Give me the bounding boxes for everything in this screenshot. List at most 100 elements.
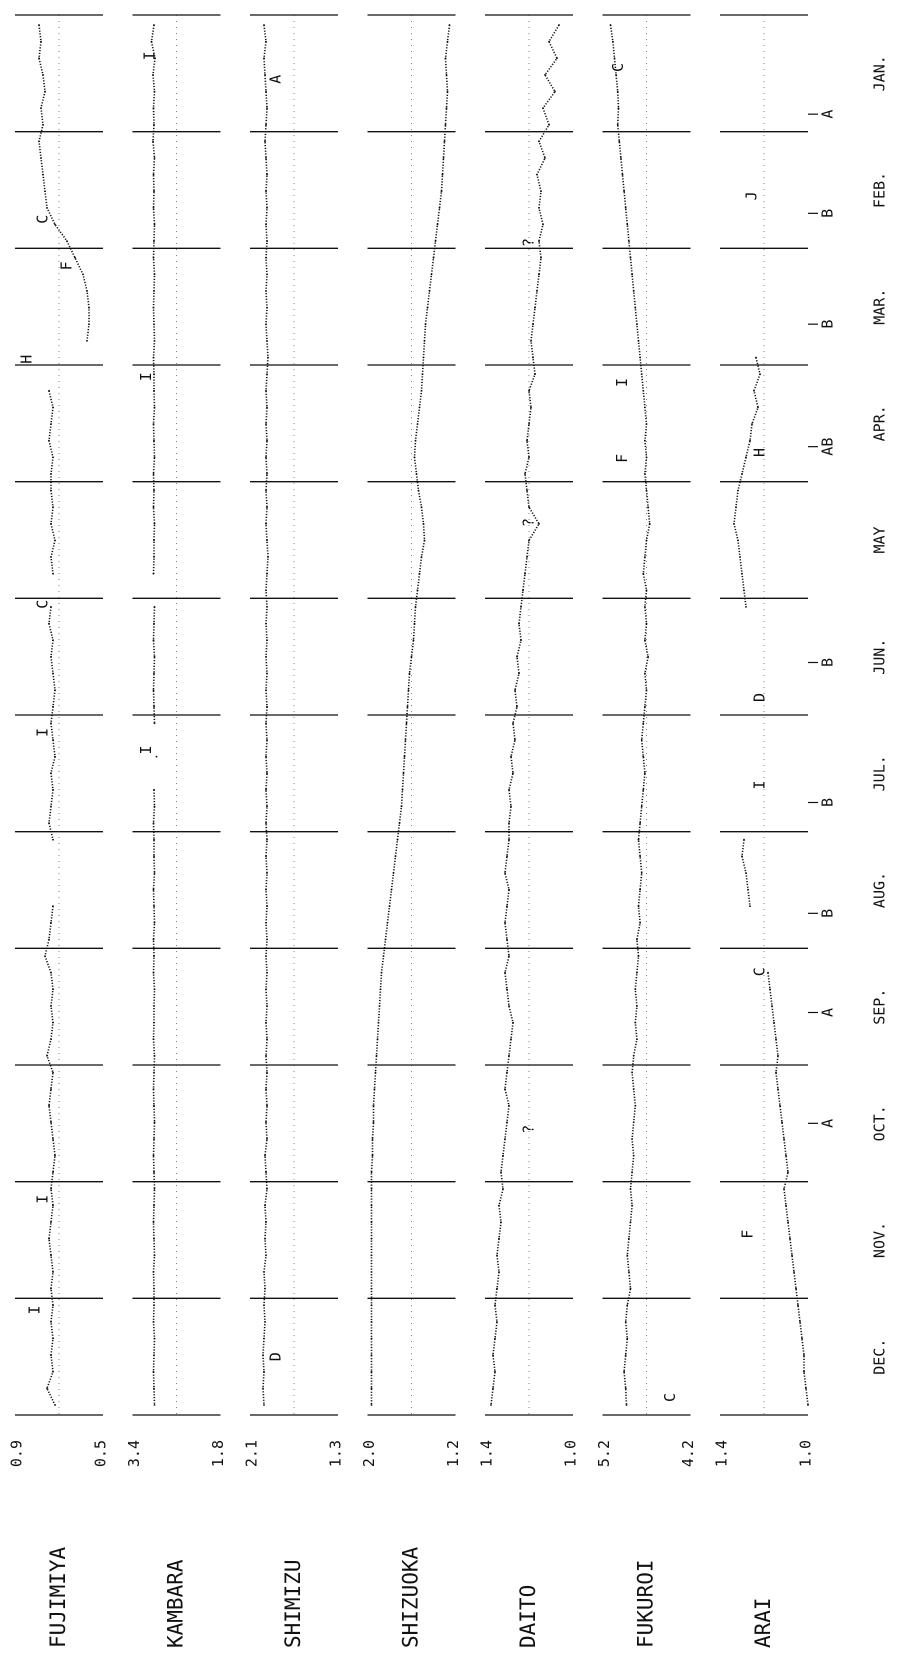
annotation-label: C [661, 1393, 679, 1402]
data-point [508, 838, 510, 841]
station-name-shimizu: SHIMIZU [281, 1559, 305, 1648]
data-point [155, 755, 158, 758]
data-point [528, 456, 530, 459]
data-point [265, 456, 267, 459]
data-point [445, 107, 448, 109]
data-point [528, 389, 530, 392]
month-label: AUG. [871, 872, 889, 908]
month-label: SEP. [870, 989, 888, 1025]
data-point [624, 1387, 627, 1390]
series-trace-fujimiya [38, 24, 90, 341]
data-point [372, 1121, 375, 1124]
data-point [442, 157, 445, 159]
data-point [640, 739, 643, 741]
annotation-label: D [267, 1352, 285, 1361]
annotation-label: C [34, 215, 52, 224]
data-point [74, 256, 76, 259]
data-point [48, 1104, 50, 1107]
annotation-label: J [743, 191, 761, 200]
data-point [801, 1337, 803, 1340]
data-point [371, 1138, 374, 1140]
annotation-label: I [137, 745, 155, 754]
data-point [644, 772, 646, 775]
data-point [152, 1154, 155, 1157]
data-point [263, 1404, 265, 1406]
scale-high-label: 3.4 [125, 1440, 143, 1467]
data-point [791, 1254, 793, 1257]
data-point [50, 1121, 52, 1124]
data-point [620, 157, 622, 159]
month-label: NOV. [871, 1222, 889, 1258]
scale-high-label: 0.9 [8, 1440, 26, 1467]
data-point [265, 489, 267, 492]
annotation-label: H [751, 448, 769, 457]
data-point [265, 788, 267, 791]
data-point [642, 788, 645, 791]
series-trace-kambara [152, 606, 156, 724]
data-point [618, 140, 621, 143]
data-point [781, 1121, 783, 1124]
data-point [153, 722, 156, 725]
annotation-label: I [141, 51, 159, 60]
data-point [797, 1304, 799, 1307]
month-label: MAY [871, 526, 889, 553]
data-point [444, 123, 447, 126]
annotation-label: I [34, 1195, 52, 1204]
data-point [153, 1188, 156, 1190]
scale-low-label: 1.0 [797, 1440, 815, 1467]
station-name-kambara: KAMBARA [164, 1559, 188, 1648]
data-point [624, 1354, 627, 1356]
data-point [516, 705, 518, 708]
station-panel-daito: ??? [485, 14, 573, 1416]
annotation-label: C [751, 967, 769, 976]
data-point [153, 456, 156, 459]
annotation-label: C [609, 63, 627, 72]
data-point [153, 905, 155, 908]
data-point [153, 705, 155, 708]
station-panel-fujimiya: C F H C I I I [15, 14, 103, 1416]
data-point [554, 90, 556, 93]
month-label: JAN. [871, 55, 889, 91]
data-point [616, 123, 619, 126]
data-point [805, 1387, 807, 1390]
data-point [265, 755, 267, 758]
annotation-label: ? [520, 1125, 538, 1134]
annotation-label: F [613, 454, 631, 463]
data-point [372, 1104, 375, 1107]
data-point [152, 207, 155, 209]
data-point [512, 772, 514, 775]
scale-high-label: 2.0 [360, 1440, 378, 1467]
data-point [266, 473, 268, 475]
scale-low-label: 1.8 [209, 1440, 227, 1467]
month-label: FEB. [871, 172, 889, 208]
data-point [46, 1387, 48, 1390]
annotation-label: I [613, 378, 631, 387]
data-point [153, 1404, 156, 1406]
scale-high-label: 5.2 [595, 1440, 613, 1467]
month-axis: JAN. FEB. MAR. APR. MAY JUN. JUL. AUG. SEP. OCT. N… [870, 55, 888, 1375]
series-trace-fujimiya [48, 606, 56, 840]
data-point [153, 190, 155, 193]
data-point [526, 439, 528, 442]
data-point [508, 955, 510, 957]
data-point [642, 755, 645, 758]
data-point [623, 190, 625, 193]
station-panel-fukuroi: C I F C [602, 14, 691, 1416]
data-point [787, 1171, 789, 1174]
scale-low-label: 1.0 [562, 1440, 580, 1467]
data-point [152, 506, 155, 509]
data-point [266, 1138, 268, 1140]
station-labels: 0.9 0.5 FUJIMIYA 3.4 1.8 KAMBARA 2.1 1.3 SHIMIZU… [8, 1440, 815, 1648]
data-point [637, 838, 640, 841]
data-point [528, 506, 530, 509]
data-point [490, 1404, 492, 1406]
data-point [50, 1188, 52, 1190]
data-point [265, 157, 267, 159]
event-marker-label: AB [819, 438, 837, 456]
station-name-fujimiya: FUJIMIYA [46, 1546, 70, 1648]
data-point [783, 1138, 785, 1140]
data-point [621, 173, 624, 176]
data-point [265, 1088, 267, 1090]
station-panel-kambara: I I I [132, 14, 221, 1416]
